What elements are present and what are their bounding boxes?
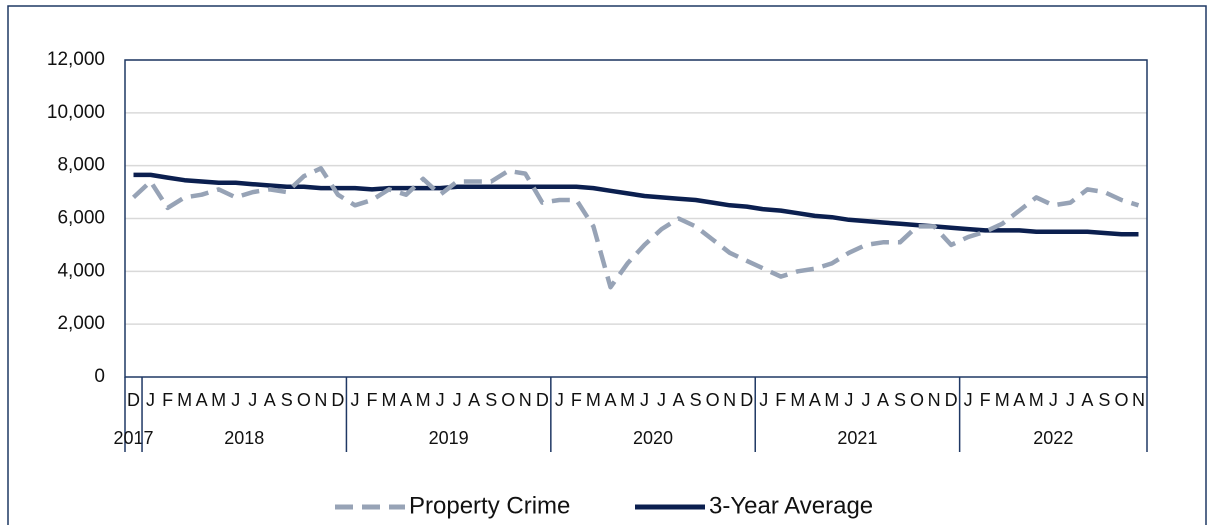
y-tick-label: 8,000	[57, 155, 105, 176]
y-tick-label: 6,000	[57, 208, 105, 229]
x-group-label: 2022	[1033, 428, 1073, 448]
legend-label: 3-Year Average	[709, 492, 873, 519]
x-tick-label: A	[604, 390, 616, 410]
x-tick-label: A	[264, 390, 276, 410]
x-tick-label: O	[706, 390, 720, 410]
x-tick-label: S	[894, 390, 906, 410]
x-tick-label: J	[640, 390, 649, 410]
frame	[7, 5, 1207, 530]
x-tick-label: J	[657, 390, 666, 410]
x-tick-label: A	[809, 390, 821, 410]
series-line	[133, 172, 1139, 237]
x-tick-label: J	[844, 390, 853, 410]
legend-label: Property Crime	[409, 492, 570, 519]
x-tick-label: D	[127, 390, 140, 410]
x-tick-label: M	[824, 390, 839, 410]
x-tick-label: J	[453, 390, 462, 410]
x-tick-label: M	[620, 390, 635, 410]
x-tick-label: D	[740, 390, 753, 410]
x-group-label: 2017	[113, 428, 153, 448]
x-tick-label: J	[231, 390, 240, 410]
x-tick-label: F	[775, 390, 786, 410]
x-tick-label: J	[436, 390, 445, 410]
x-group-label: 2019	[429, 428, 469, 448]
x-tick-label: M	[211, 390, 226, 410]
x-tick-label: J	[964, 390, 973, 410]
x-tick-label: M	[586, 390, 601, 410]
x-tick-label: N	[928, 390, 941, 410]
x-tick-label: A	[196, 390, 208, 410]
x-tick-label: O	[1114, 390, 1128, 410]
x-tick-label: F	[980, 390, 991, 410]
x-group-label: 2020	[633, 428, 673, 448]
y-tick-label: 4,000	[57, 260, 105, 281]
x-tick-label: S	[485, 390, 497, 410]
x-group-label: 2018	[224, 428, 264, 448]
x-tick-label: J	[1049, 390, 1058, 410]
x-tick-label: O	[501, 390, 515, 410]
x-tick-label: M	[177, 390, 192, 410]
x-tick-label: D	[945, 390, 958, 410]
x-tick-label: S	[1098, 390, 1110, 410]
x-tick-label: A	[877, 390, 889, 410]
x-tick-label: A	[400, 390, 412, 410]
x-tick-label: J	[861, 390, 870, 410]
x-tick-label: A	[673, 390, 685, 410]
x-tick-label: O	[910, 390, 924, 410]
series-line	[131, 166, 1140, 290]
x-tick-label: D	[536, 390, 549, 410]
y-tick-label: 2,000	[57, 313, 105, 334]
x-tick-label: J	[555, 390, 564, 410]
x-tick-label: N	[723, 390, 736, 410]
x-tick-label: A	[1081, 390, 1093, 410]
y-tick-label: 10,000	[47, 102, 105, 123]
y-tick-label: 12,000	[47, 49, 105, 70]
x-group-label: 2021	[837, 428, 877, 448]
x-tick-label: M	[382, 390, 397, 410]
x-tick-label: S	[281, 390, 293, 410]
x-tick-label: J	[1066, 390, 1075, 410]
x-tick-label: D	[331, 390, 344, 410]
x-tick-label: A	[1013, 390, 1025, 410]
x-tick-label: N	[1132, 390, 1145, 410]
x-tick-label: J	[350, 390, 359, 410]
x-tick-label: M	[790, 390, 805, 410]
x-tick-label: J	[759, 390, 768, 410]
plot-border	[124, 59, 1148, 378]
x-tick-label: M	[416, 390, 431, 410]
y-tick-label: 0	[94, 366, 105, 387]
x-tick-label: O	[297, 390, 311, 410]
x-tick-label: F	[366, 390, 377, 410]
x-tick-label: F	[571, 390, 582, 410]
x-tick-label: M	[1029, 390, 1044, 410]
x-tick-label: J	[146, 390, 155, 410]
x-tick-label: J	[248, 390, 257, 410]
x-tick-label: A	[468, 390, 480, 410]
x-tick-label: M	[995, 390, 1010, 410]
x-tick-label: N	[314, 390, 327, 410]
x-tick-label: N	[519, 390, 532, 410]
x-tick-label: S	[690, 390, 702, 410]
x-tick-label: F	[162, 390, 173, 410]
